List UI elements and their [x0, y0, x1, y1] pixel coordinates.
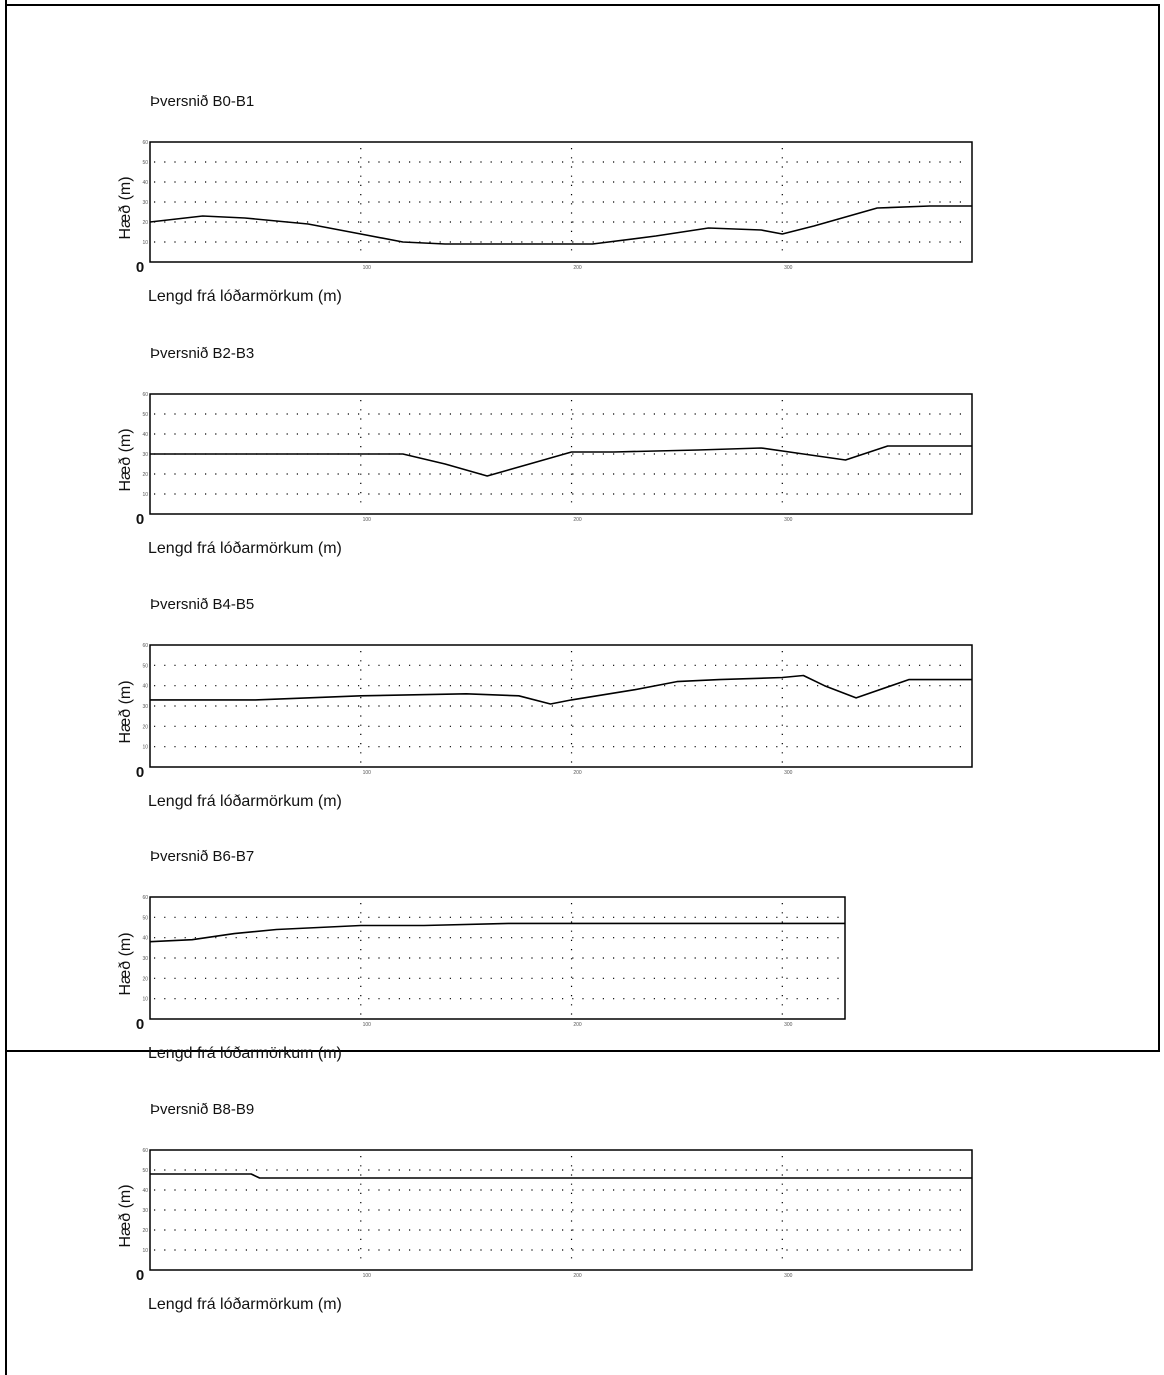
- plot-frame: [149, 1149, 973, 1271]
- page-frame-bottom: [5, 1050, 1160, 1052]
- y-tick-label: 40: [142, 1188, 148, 1194]
- chart-title: Þversnið B8-B9: [150, 1101, 254, 1118]
- chart-title: Þversnið B2-B3: [150, 345, 254, 362]
- x-tick-label: 100: [363, 1273, 372, 1279]
- x-tick-label: 200: [573, 517, 582, 523]
- y-tick-label: 20: [142, 1228, 148, 1234]
- x-tick-label: 300: [784, 1273, 793, 1279]
- x-tick-label: 200: [573, 265, 582, 271]
- x-axis-label: Lengd frá lóðarmörkum (m): [148, 793, 342, 810]
- terrain-profile-line: [150, 1173, 972, 1179]
- x-tick-label: 100: [363, 517, 372, 523]
- x-tick-label: 300: [784, 770, 793, 776]
- page-frame-left: [5, 0, 7, 1375]
- x-tick-label: 0: [136, 511, 144, 528]
- x-tick-label: 100: [363, 265, 372, 271]
- y-tick-label: 50: [142, 160, 148, 166]
- x-axis-label: Lengd frá lóðarmörkum (m): [148, 1045, 342, 1062]
- x-axis-label: Lengd frá lóðarmörkum (m): [148, 1296, 342, 1313]
- y-tick-label: 30: [142, 704, 148, 710]
- cross-section-chart-4: Þversnið B8-B9 10 20 30 40 50 60 0 100 200 300 Hæð …: [117, 1101, 973, 1313]
- y-tick-label: 60: [142, 643, 148, 649]
- y-tick-label: 20: [142, 220, 148, 226]
- y-tick-label: 50: [142, 663, 148, 669]
- y-tick-label: 30: [142, 452, 148, 458]
- y-tick-label: 30: [142, 1208, 148, 1214]
- x-tick-label: 200: [573, 1273, 582, 1279]
- y-tick-label: 40: [142, 936, 148, 942]
- x-tick-label: 0: [136, 1267, 144, 1284]
- plot-frame: [149, 644, 973, 768]
- cross-section-chart-0: Þversnið B0-B1 10 20 30 40 50 60 0 100 200 300 Hæð …: [117, 93, 973, 305]
- y-tick-label: 20: [142, 724, 148, 730]
- y-axis-label: Hæð (m): [117, 176, 134, 239]
- y-tick-label: 10: [142, 492, 148, 498]
- x-tick-label: 300: [784, 517, 793, 523]
- y-tick-label: 60: [142, 392, 148, 398]
- y-tick-label: 10: [142, 1248, 148, 1254]
- x-tick-label: 200: [573, 770, 582, 776]
- y-axis-label: Hæð (m): [117, 932, 134, 995]
- x-tick-label: 300: [784, 1022, 793, 1028]
- x-tick-label: 200: [573, 1022, 582, 1028]
- chart-title: Þversnið B0-B1: [150, 93, 254, 110]
- x-axis-label: Lengd frá lóðarmörkum (m): [148, 288, 342, 305]
- y-tick-label: 40: [142, 684, 148, 690]
- x-tick-label: 0: [136, 1016, 144, 1033]
- y-tick-label: 60: [142, 1148, 148, 1154]
- cross-section-chart-1: Þversnið B2-B3 10 20 30 40 50 60 0 100 200 300 Hæð …: [117, 345, 973, 557]
- y-axis-label: Hæð (m): [117, 428, 134, 491]
- terrain-profile-line: [150, 445, 972, 477]
- plot-frame: [149, 896, 846, 1020]
- x-tick-label: 300: [784, 265, 793, 271]
- cross-section-chart-3: Þversnið B6-B7 10 20 30 40 50 60 0 100 200 300 Hæð …: [117, 848, 846, 1062]
- chart-title: Þversnið B6-B7: [150, 848, 254, 865]
- y-tick-label: 20: [142, 472, 148, 478]
- terrain-profile-line: [149, 205, 972, 245]
- terrain-profile-line: [150, 674, 972, 705]
- x-tick-label: 100: [363, 1022, 372, 1028]
- y-tick-label: 30: [142, 200, 148, 206]
- y-axis-label: Hæð (m): [117, 1184, 134, 1247]
- y-tick-label: 60: [142, 140, 148, 146]
- y-tick-label: 10: [142, 997, 148, 1003]
- y-tick-label: 50: [142, 915, 148, 921]
- y-tick-label: 20: [142, 976, 148, 982]
- y-axis-label: Hæð (m): [117, 680, 134, 743]
- x-tick-label: 100: [363, 770, 372, 776]
- y-tick-label: 10: [142, 745, 148, 751]
- plot-frame: [149, 393, 973, 515]
- x-axis-label: Lengd frá lóðarmörkum (m): [148, 540, 342, 557]
- plot-frame: [149, 141, 973, 263]
- cross-section-chart-2: Þversnið B4-B5 10 20 30 40 50 60 0 100 200 300 Hæð …: [117, 596, 973, 810]
- y-tick-label: 50: [142, 412, 148, 418]
- page-frame-right: [1158, 4, 1160, 1052]
- page-frame-top: [5, 4, 1160, 6]
- y-tick-label: 40: [142, 432, 148, 438]
- x-tick-label: 0: [136, 259, 144, 276]
- chart-title: Þversnið B4-B5: [150, 596, 254, 613]
- y-tick-label: 40: [142, 180, 148, 186]
- y-tick-label: 30: [142, 956, 148, 962]
- y-tick-label: 60: [142, 895, 148, 901]
- x-tick-label: 0: [136, 764, 144, 781]
- terrain-profile-line: [149, 922, 846, 943]
- y-tick-label: 50: [142, 1168, 148, 1174]
- y-tick-label: 10: [142, 240, 148, 246]
